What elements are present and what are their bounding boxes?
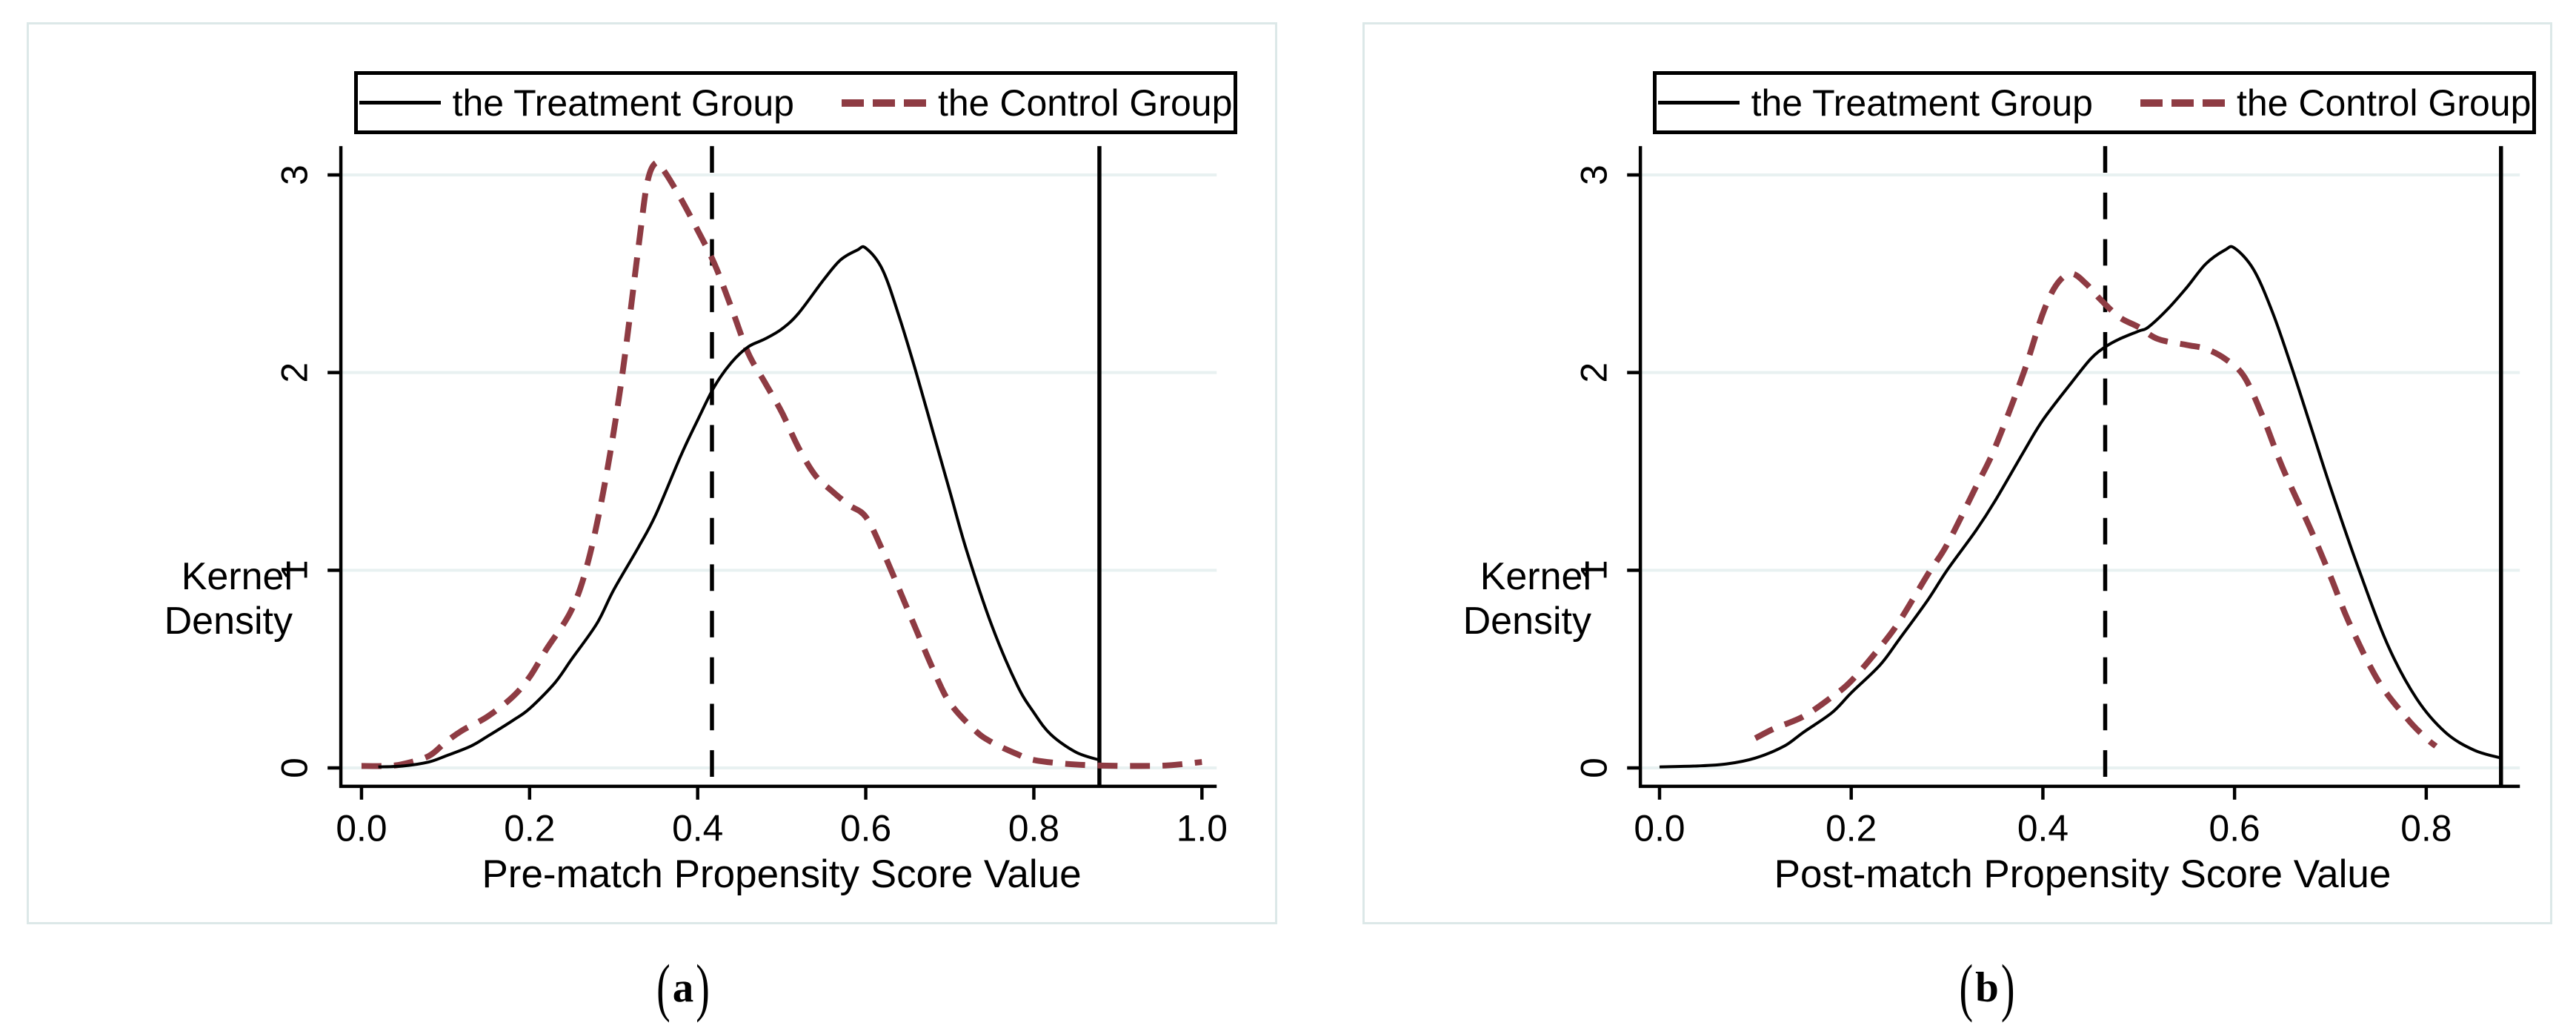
y-axis-title: Kernel Density — [164, 555, 293, 643]
caption-open-paren: ( — [656, 952, 670, 1024]
legend-label-control: the Control Group — [2236, 82, 2532, 124]
caption-a: (a) — [461, 952, 905, 1024]
x-axis-title: Post-match Propensity Score Value — [1774, 852, 2392, 896]
curve-treatment — [378, 245, 1100, 769]
legend-label-treatment: the Treatment Group — [452, 82, 794, 124]
x-tick-label: 0.2 — [1826, 808, 1877, 849]
y-tick-label: 1 — [273, 560, 315, 581]
plot-area-a: 0 1 2 3 0.0 0.2 0.4 0.6 0.8 1.0 — [273, 146, 1228, 849]
x-axis-title: Pre-match Propensity Score Value — [482, 852, 1082, 896]
panel-a: the Treatment Group the Control Group Ke… — [27, 22, 1277, 924]
curve-control — [1754, 271, 2438, 749]
control-line-sample-icon — [841, 99, 926, 107]
caption-close-paren: ) — [696, 952, 710, 1024]
x-tick-label: 0.0 — [336, 808, 387, 849]
x-tick-label: 0.0 — [1634, 808, 1685, 849]
caption-letter: b — [1975, 964, 1999, 1012]
x-tick-label: 0.8 — [1008, 808, 1059, 849]
legend: the Treatment Group the Control Group — [1653, 71, 2536, 134]
y-tick-label: 2 — [1573, 362, 1614, 383]
caption-close-paren: ) — [2000, 952, 2015, 1024]
plot-area-b: 0 1 2 3 0.0 0.2 0.4 0.6 0.8 — [1573, 146, 2520, 849]
axes — [339, 146, 1217, 789]
x-tick-label: 0.6 — [2209, 808, 2260, 849]
caption-open-paren: ( — [1959, 952, 1974, 1024]
y-tick-label: 0 — [1573, 758, 1614, 778]
x-tick-label: 0.4 — [2017, 808, 2069, 849]
axes — [1638, 146, 2520, 789]
control-line-sample-icon — [2140, 99, 2225, 107]
y-axis-title: Kernel Density — [1462, 555, 1591, 643]
legend-label-control: the Control Group — [937, 82, 1233, 124]
treatment-line-sample-icon — [359, 101, 441, 105]
x-tick-label: 0.2 — [504, 808, 555, 849]
panel-b: the Treatment Group the Control Group Ke… — [1362, 22, 2552, 924]
curve-treatment — [1659, 245, 2502, 769]
y-tick-label: 2 — [273, 362, 315, 383]
y-tick-label: 3 — [1573, 165, 1614, 185]
y-tick-label: 0 — [273, 758, 315, 778]
legend: the Treatment Group the Control Group — [354, 71, 1237, 134]
x-tick-label: 0.6 — [840, 808, 891, 849]
legend-label-treatment: the Treatment Group — [1751, 82, 2093, 124]
caption-b: (b) — [1765, 952, 2209, 1024]
treatment-line-sample-icon — [1657, 101, 1740, 105]
y-tick-label: 3 — [273, 165, 315, 185]
x-tick-label: 1.0 — [1176, 808, 1228, 849]
x-tick-label: 0.4 — [672, 808, 723, 849]
x-tick-label: 0.8 — [2400, 808, 2452, 849]
y-tick-label: 1 — [1573, 560, 1614, 581]
caption-letter: a — [672, 964, 694, 1012]
curve-control — [361, 159, 1202, 769]
